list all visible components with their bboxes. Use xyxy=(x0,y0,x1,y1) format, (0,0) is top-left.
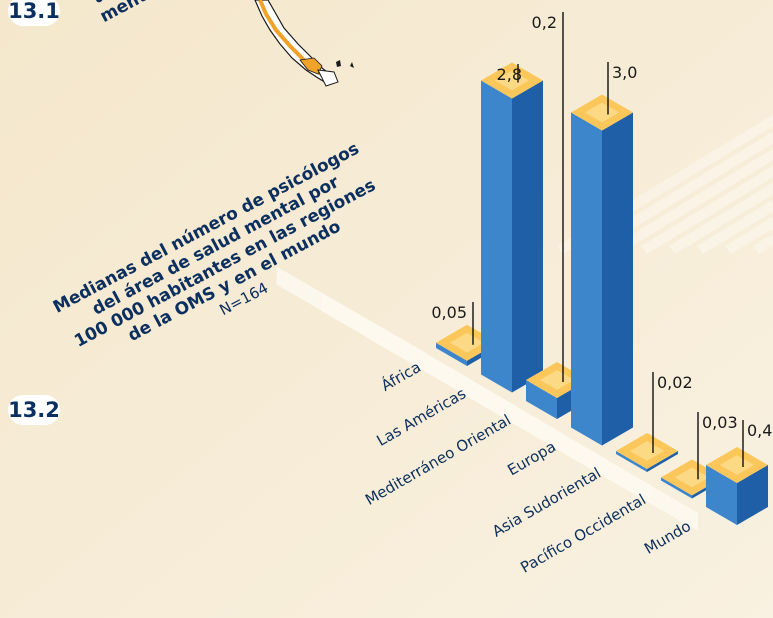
background-stripe xyxy=(669,182,773,255)
value-label: 0,4 xyxy=(747,421,772,440)
value-label: 0,2 xyxy=(532,13,557,32)
bar-top-highlight xyxy=(674,467,710,488)
background-stripe xyxy=(725,216,773,255)
bar-left-face xyxy=(481,80,512,393)
value-leader-lines xyxy=(472,12,744,480)
bar-left-face xyxy=(571,112,602,446)
background-stripe xyxy=(697,199,773,255)
bar-left-face xyxy=(436,342,467,366)
bar-left-face xyxy=(526,380,557,419)
bar-4 xyxy=(616,433,678,472)
figure-number-13-1: 13.1 xyxy=(8,0,60,26)
bar-top-highlight xyxy=(449,332,485,353)
bar-left-face xyxy=(661,477,692,499)
bar-top-highlight xyxy=(719,455,755,475)
bar-left-face xyxy=(616,451,647,472)
bar-right-face xyxy=(512,80,543,393)
bar-top-highlight xyxy=(494,70,530,91)
bar-right-face xyxy=(737,465,768,525)
bar-left-face xyxy=(706,465,737,525)
bar-right-face xyxy=(647,451,678,472)
bars xyxy=(436,62,768,525)
background-stripe xyxy=(613,148,773,255)
bar-6 xyxy=(706,447,768,525)
figure-number-13-2: 13.2 xyxy=(8,395,60,425)
value-labels: 0,05 2,8 0,2 3,0 0,02 0,03 0,4 xyxy=(431,13,772,440)
value-label: 0,03 xyxy=(702,413,738,432)
bar-top-highlight xyxy=(539,370,575,390)
background-stripe xyxy=(641,165,773,255)
value-label: 0,05 xyxy=(431,303,467,322)
bar-3 xyxy=(571,94,633,446)
value-label: 2,8 xyxy=(497,65,522,84)
category-band xyxy=(546,425,698,531)
south-america-map-fragment xyxy=(254,0,354,87)
bar-top-highlight xyxy=(629,441,665,461)
value-label: 0,02 xyxy=(657,373,693,392)
bar-top-highlight xyxy=(584,102,620,123)
bar-right-face xyxy=(602,112,633,446)
value-label: 3,0 xyxy=(612,63,637,82)
bar-1 xyxy=(481,62,543,393)
category-label-bands xyxy=(276,266,698,531)
